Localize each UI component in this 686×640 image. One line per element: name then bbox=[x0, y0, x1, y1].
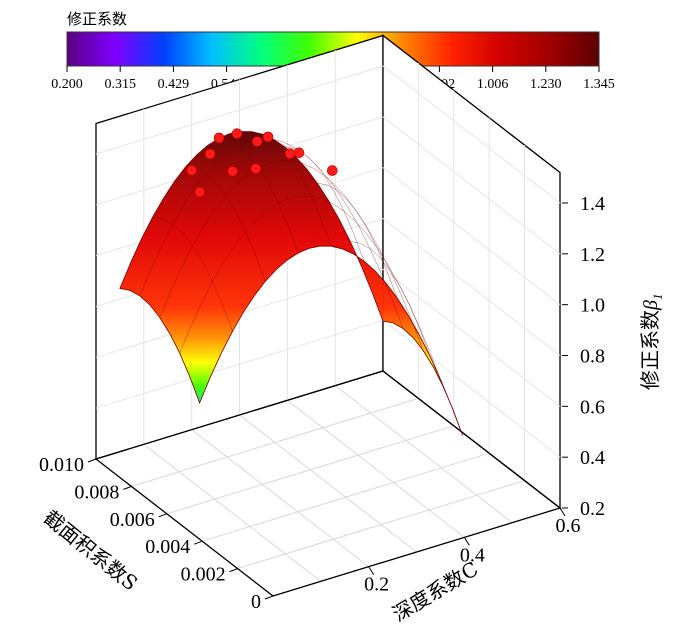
floor-grid-line bbox=[202, 452, 490, 542]
z-tick-label: 0.8 bbox=[580, 346, 605, 368]
data-point bbox=[250, 163, 262, 174]
colorbar-tick-label: 0.200 bbox=[51, 77, 83, 92]
floor-grid-line bbox=[237, 480, 525, 570]
data-point bbox=[284, 148, 296, 159]
data-point bbox=[204, 148, 216, 160]
y-tick-label: 0.002 bbox=[181, 564, 226, 586]
y-tick-label: 0.006 bbox=[110, 509, 155, 531]
x-tick-mark bbox=[559, 507, 566, 517]
surface-mesh-line bbox=[119, 288, 200, 403]
surface-mesh-line bbox=[185, 166, 266, 282]
z-axis-subscript: 1 bbox=[650, 294, 665, 301]
surface-mesh-line bbox=[317, 182, 398, 298]
colorbar-title: 修正系数 bbox=[67, 10, 127, 28]
wall-grid-line bbox=[382, 218, 561, 356]
y-tick-mark bbox=[123, 485, 132, 490]
floor-grid-line bbox=[166, 425, 454, 515]
data-point bbox=[293, 147, 305, 159]
z-axis-label: 修正系数β1 bbox=[638, 294, 665, 390]
y-tick-label: 0 bbox=[251, 591, 261, 613]
axis-ticks: 0.2 0.4 0.6 0.8 1.0 1.2 1.4 0.2 0.4 0.6 0 0.002 0.00… bbox=[39, 193, 605, 613]
data-point bbox=[262, 131, 274, 143]
data-point bbox=[213, 132, 225, 144]
x-tick-mark bbox=[368, 566, 375, 575]
y-tick-mark bbox=[264, 595, 274, 600]
y-tick-mark bbox=[87, 458, 97, 463]
x-tick-label: 0.2 bbox=[364, 574, 389, 596]
wall-grid-line bbox=[382, 319, 561, 458]
data-points bbox=[186, 128, 338, 198]
wall-grid-line bbox=[95, 65, 384, 155]
z-tick-label: 0.6 bbox=[580, 396, 605, 418]
y-tick-mark bbox=[229, 568, 238, 573]
colorbar-tick-label: 1.230 bbox=[530, 77, 562, 92]
floor-grid-line bbox=[131, 397, 419, 487]
data-point bbox=[231, 128, 243, 139]
wall-grid-line bbox=[95, 319, 384, 409]
z-tick-label: 1.4 bbox=[580, 193, 605, 215]
wall-grid-line bbox=[382, 167, 561, 306]
data-point bbox=[326, 165, 338, 176]
x-tick-mark bbox=[463, 537, 470, 546]
surface-mesh-line bbox=[350, 240, 431, 356]
colorbar-tick-label: 0.429 bbox=[158, 77, 190, 92]
data-point bbox=[227, 166, 238, 177]
surface-mesh-line bbox=[152, 216, 233, 332]
z-tick-label: 1.2 bbox=[580, 244, 605, 266]
floor-grid-line bbox=[239, 414, 417, 553]
data-point bbox=[186, 165, 197, 176]
surface-mesh-line bbox=[382, 320, 463, 436]
wall-grid-line bbox=[382, 116, 561, 255]
y-tick-label: 0.010 bbox=[39, 454, 84, 476]
surface bbox=[119, 131, 463, 436]
x-tick-label: 0.4 bbox=[460, 544, 485, 566]
x-axis-label: 深度系数C bbox=[388, 557, 482, 627]
y-tick-mark bbox=[158, 513, 167, 518]
y-tick-label: 0.004 bbox=[145, 536, 190, 558]
floor-grid-line bbox=[143, 443, 322, 582]
data-point bbox=[251, 136, 263, 147]
svg-text:修正系数β1: 修正系数β1 bbox=[638, 294, 665, 390]
z-tick-label: 0.2 bbox=[580, 498, 605, 520]
y-tick-mark bbox=[194, 540, 203, 545]
z-tick-label: 1.0 bbox=[580, 295, 605, 317]
floor-grid-line bbox=[334, 385, 513, 524]
colorbar-tick-label: 1.345 bbox=[583, 77, 615, 92]
y-tick-label: 0.008 bbox=[74, 481, 119, 503]
wall-grid-line bbox=[382, 65, 561, 204]
data-point bbox=[194, 186, 206, 198]
x-tick-label: 0.6 bbox=[556, 515, 581, 537]
floor-grid-line bbox=[287, 399, 465, 538]
floor-grid-line bbox=[191, 429, 369, 568]
colorbar-tick-label: 1.006 bbox=[477, 77, 509, 92]
z-axis-label-text: 修正系数 bbox=[638, 310, 662, 390]
wall-grid-line bbox=[382, 268, 561, 407]
z-tick-label: 0.4 bbox=[580, 447, 605, 469]
colorbar-tick-label: 0.315 bbox=[104, 77, 136, 92]
z-axis-symbol: β bbox=[640, 300, 662, 311]
